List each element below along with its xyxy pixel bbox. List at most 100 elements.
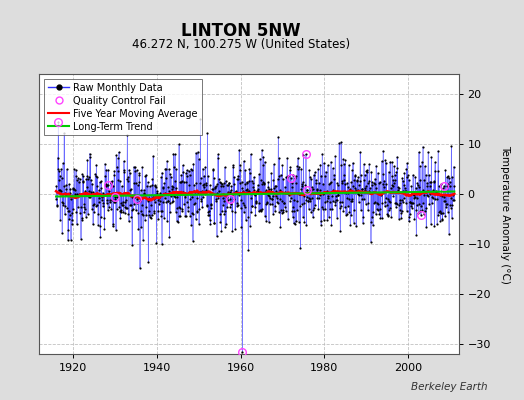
Point	[180, 192, 189, 198]
Point	[195, 206, 203, 212]
Point	[361, 184, 369, 191]
Point	[352, 187, 360, 193]
Point	[62, 182, 70, 188]
Point	[353, 177, 362, 184]
Point	[151, 182, 159, 189]
Point	[408, 200, 417, 206]
Point	[305, 198, 314, 204]
Point	[279, 207, 287, 214]
Point	[178, 208, 187, 214]
Point	[56, 216, 64, 223]
Point	[421, 208, 429, 214]
Point	[436, 218, 444, 224]
Point	[102, 166, 111, 173]
Point	[324, 193, 332, 200]
Point	[373, 206, 381, 212]
Point	[315, 180, 323, 186]
Point	[414, 184, 423, 191]
Point	[283, 216, 292, 222]
Point	[413, 182, 422, 188]
Point	[144, 258, 152, 265]
Point	[82, 214, 90, 220]
Point	[396, 196, 404, 203]
Point	[91, 173, 100, 179]
Point	[252, 199, 260, 206]
Point	[125, 167, 133, 173]
Point	[292, 172, 300, 179]
Point	[400, 182, 408, 188]
Point	[306, 196, 314, 203]
Point	[116, 214, 125, 221]
Point	[220, 211, 228, 217]
Point	[249, 184, 257, 190]
Point	[282, 190, 291, 196]
Point	[335, 204, 344, 211]
Point	[397, 210, 405, 216]
Point	[146, 214, 155, 220]
Point	[189, 237, 197, 244]
Point	[92, 162, 101, 168]
Point	[114, 177, 123, 184]
Point	[381, 203, 389, 210]
Point	[83, 157, 92, 163]
Point	[384, 211, 392, 218]
Point	[94, 199, 103, 206]
Point	[188, 167, 196, 174]
Point	[258, 178, 267, 185]
Point	[268, 193, 277, 200]
Point	[357, 186, 366, 192]
Point	[339, 208, 347, 214]
Point	[274, 200, 282, 206]
Point	[200, 180, 208, 187]
Point	[430, 178, 438, 184]
Point	[56, 173, 64, 179]
Point	[266, 186, 275, 192]
Point	[237, 178, 246, 185]
Point	[171, 194, 180, 200]
Point	[192, 150, 200, 156]
Point	[173, 189, 182, 195]
Point	[308, 195, 316, 202]
Point	[285, 190, 293, 196]
Point	[313, 186, 321, 192]
Point	[345, 162, 353, 168]
Point	[208, 186, 216, 192]
Point	[121, 203, 129, 210]
Point	[53, 202, 61, 209]
Point	[362, 200, 370, 207]
Point	[259, 162, 267, 168]
Point	[198, 204, 206, 210]
Point	[355, 199, 363, 206]
Point	[267, 170, 276, 177]
Point	[211, 184, 220, 190]
Point	[233, 203, 241, 209]
Point	[333, 214, 341, 221]
Point	[128, 242, 136, 248]
Point	[107, 178, 116, 184]
Point	[54, 186, 63, 193]
Point	[328, 206, 336, 212]
Point	[218, 208, 226, 214]
Point	[167, 193, 176, 200]
Point	[159, 184, 167, 190]
Point	[300, 193, 308, 199]
Point	[222, 220, 231, 227]
Point	[216, 180, 225, 187]
Point	[190, 188, 198, 194]
Point	[398, 175, 407, 181]
Point	[191, 216, 200, 222]
Point	[406, 211, 414, 217]
Point	[381, 195, 390, 202]
Point	[152, 194, 160, 200]
Point	[250, 191, 258, 198]
Point	[200, 184, 209, 190]
Point	[110, 172, 118, 178]
Point	[361, 171, 369, 178]
Point	[170, 193, 178, 199]
Point	[413, 195, 421, 202]
Point	[201, 164, 210, 170]
Point	[245, 166, 254, 172]
Point	[172, 185, 180, 191]
Point	[108, 223, 117, 230]
Point	[216, 219, 224, 226]
